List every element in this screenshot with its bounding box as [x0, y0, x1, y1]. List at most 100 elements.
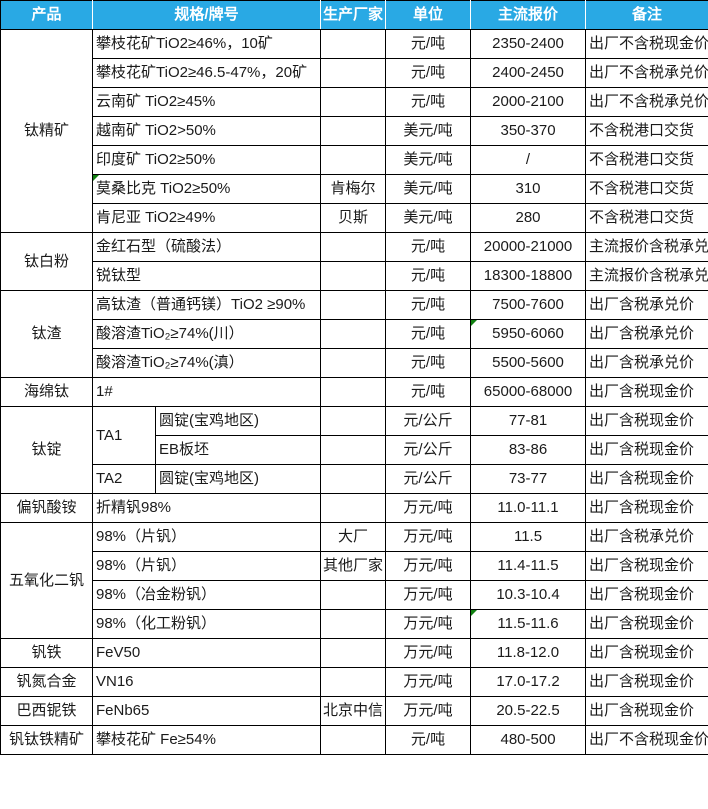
mfr-cell — [320, 580, 387, 610]
mfr-cell: 其他厂家 — [320, 551, 387, 581]
note-cell: 出厂不含税承兑价 — [585, 58, 708, 88]
note-cell: 出厂含税现金价 — [585, 580, 708, 610]
note-cell: 出厂含税承兑价 — [585, 348, 708, 378]
note-cell: 主流报价含税承兑 — [585, 232, 708, 262]
unit-cell: 元/吨 — [385, 725, 472, 755]
grade-cell: TA1 — [92, 406, 156, 465]
spec-cell: 印度矿 TiO2≥50% — [91, 145, 322, 175]
spec-cell: 肯尼亚 TiO2≥49% — [91, 203, 322, 233]
unit-cell: 美元/吨 — [385, 174, 472, 204]
product-cell: 钛锭 — [0, 406, 93, 494]
unit-cell: 万元/吨 — [385, 551, 472, 581]
price-cell: 5950-6060 — [470, 319, 587, 349]
note-cell: 出厂含税现金价 — [585, 696, 708, 726]
spec-cell: 98%（化工粉钒） — [91, 609, 322, 639]
unit-cell: 美元/吨 — [385, 116, 472, 146]
unit-cell: 万元/吨 — [385, 522, 472, 552]
price-cell: 280 — [470, 203, 587, 233]
spec-cell: FeV50 — [91, 638, 322, 668]
mfr-cell — [320, 145, 387, 175]
spec-cell: 高钛渣（普通钙镁）TiO2 ≥90% — [91, 290, 322, 320]
unit-cell: 元/吨 — [385, 377, 472, 407]
unit-cell: 万元/吨 — [385, 609, 472, 639]
table-row: 海绵钛 1# 元/吨 65000-68000 出厂含税现金价 — [0, 377, 708, 407]
table-row: 越南矿 TiO2>50% 美元/吨 350-370 不含税港口交货 — [1, 116, 708, 146]
table-row: 钛锭 TA1 圆锭(宝鸡地区) 元/公斤 77-81 出厂含税现金价 — [0, 406, 708, 494]
spec-cell: 98%（片钒） — [91, 551, 322, 581]
spec-cell: 越南矿 TiO2>50% — [91, 116, 322, 146]
table-row: 钒氮合金 VN16 万元/吨 17.0-17.2 出厂含税现金价 — [0, 667, 708, 697]
note-cell: 主流报价含税承兑 — [585, 261, 708, 291]
price-cell: 10.3-10.4 — [470, 580, 587, 610]
note-cell: 出厂不含税现金价 — [585, 29, 708, 59]
spec-cell: 锐钛型 — [91, 261, 322, 291]
mfr-cell: 肯梅尔 — [320, 174, 387, 204]
note-cell: 出厂含税现金价 — [585, 667, 708, 697]
price-table: 产品 规格/牌号 生产厂家 单位 主流报价 备注 钛精矿 攀枝花矿TiO2≥46%… — [0, 0, 708, 755]
unit-cell: 元/吨 — [385, 348, 472, 378]
mfr-cell — [320, 290, 387, 320]
unit-cell: 元/吨 — [385, 290, 472, 320]
price-cell: 65000-68000 — [470, 377, 587, 407]
price-cell: 2350-2400 — [470, 29, 587, 59]
mfr-cell — [320, 667, 387, 697]
table-row: 钛白粉 金红石型（硫酸法） 元/吨 20000-21000 主流报价含税承兑 — [0, 232, 708, 291]
table-row: 偏钒酸铵 折精钒98% 万元/吨 11.0-11.1 出厂含税现金价 — [0, 493, 708, 523]
product-cell: 钒钛铁精矿 — [0, 725, 93, 755]
mfr-cell: 大厂 — [320, 522, 387, 552]
table-row: 云南矿 TiO2≥45% 元/吨 2000-2100 出厂不含税承兑价 — [1, 87, 708, 117]
table-row: 酸溶渣TiO₂≥74%(滇） 元/吨 5500-5600 出厂含税承兑价 — [1, 348, 708, 378]
spec-cell: 酸溶渣TiO₂≥74%(滇） — [91, 348, 322, 378]
price-cell: 11.8-12.0 — [470, 638, 587, 668]
mfr-cell — [320, 406, 387, 436]
mfr-cell — [320, 58, 387, 88]
mfr-cell — [320, 348, 387, 378]
spec-cell: VN16 — [91, 667, 322, 697]
col-header-product: 产品 — [0, 0, 93, 30]
note-cell: 出厂含税现金价 — [585, 551, 708, 581]
price-cell: / — [470, 145, 587, 175]
grade-cell: TA2 — [92, 464, 156, 494]
table-row: 钛精矿 攀枝花矿TiO2≥46%，10矿 元/吨 2350-2400 出厂不含税现金价 — [0, 29, 708, 233]
mfr-cell — [320, 609, 387, 639]
mfr-cell: 北京中信 — [320, 696, 387, 726]
form-cell: 圆锭(宝鸡地区) — [154, 464, 322, 494]
mfr-cell — [320, 464, 387, 494]
note-cell: 出厂含税现金价 — [585, 435, 708, 465]
table-row: 肯尼亚 TiO2≥49% 贝斯 美元/吨 280 不含税港口交货 — [1, 203, 708, 233]
spec-cell: 攀枝花矿TiO2≥46.5-47%，20矿 — [91, 58, 322, 88]
unit-cell: 万元/吨 — [385, 493, 472, 523]
product-cell: 钒氮合金 — [0, 667, 93, 697]
note-cell: 不含税港口交货 — [585, 174, 708, 204]
unit-cell: 万元/吨 — [385, 696, 472, 726]
note-cell: 出厂含税承兑价 — [585, 290, 708, 320]
product-cell: 偏钒酸铵 — [0, 493, 93, 523]
unit-cell: 元/公斤 — [385, 464, 472, 494]
mfr-cell — [320, 319, 387, 349]
table-row: 莫桑比克 TiO2≥50% 肯梅尔 美元/吨 310 不含税港口交货 — [1, 174, 708, 204]
spec-cell: 云南矿 TiO2≥45% — [91, 87, 322, 117]
mfr-cell: 贝斯 — [320, 203, 387, 233]
col-header-spec: 规格/牌号 — [91, 0, 322, 30]
unit-cell: 元/公斤 — [385, 406, 472, 436]
spec-cell: 攀枝花矿 Fe≥54% — [91, 725, 322, 755]
comment-flag-icon — [471, 610, 478, 616]
price-cell: 11.0-11.1 — [470, 493, 587, 523]
spec-cell: 折精钒98% — [91, 493, 322, 523]
form-cell: 圆锭(宝鸡地区) — [154, 406, 322, 436]
mfr-cell — [320, 377, 387, 407]
mfr-cell — [320, 435, 387, 465]
unit-cell: 元/吨 — [385, 87, 472, 117]
unit-cell: 元/吨 — [385, 58, 472, 88]
table-row: TA2 圆锭(宝鸡地区) 元/公斤 73-77 出厂含税现金价 — [1, 464, 708, 494]
unit-cell: 美元/吨 — [385, 145, 472, 175]
note-cell: 出厂不含税现金价 — [585, 725, 708, 755]
unit-cell: 万元/吨 — [385, 667, 472, 697]
unit-cell: 元/吨 — [385, 319, 472, 349]
note-cell: 出厂含税承兑价 — [585, 522, 708, 552]
note-cell: 出厂含税现金价 — [585, 406, 708, 436]
table-row: 98%（片钒） 其他厂家 万元/吨 11.4-11.5 出厂含税现金价 — [1, 551, 708, 581]
price-cell: 83-86 — [470, 435, 587, 465]
mfr-cell — [320, 493, 387, 523]
